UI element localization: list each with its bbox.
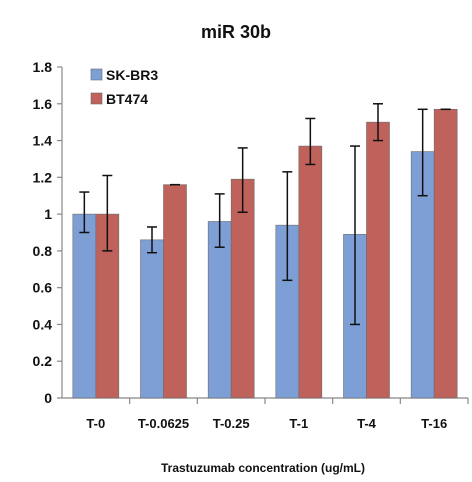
y-tick-label: 0.8 bbox=[33, 243, 53, 259]
legend-swatch-bt474 bbox=[90, 92, 103, 105]
y-tick-label: 0.6 bbox=[33, 280, 53, 296]
y-tick-label: 0.2 bbox=[33, 353, 53, 369]
bar-sk-br3-t-0-0625 bbox=[140, 239, 164, 399]
x-tick-label: T-0 bbox=[86, 416, 105, 431]
bars-group bbox=[72, 108, 458, 399]
legend: SK-BR3 BT474 bbox=[90, 67, 158, 107]
bar-bt474-t-1 bbox=[298, 145, 323, 399]
y-tick-label: 0 bbox=[44, 390, 52, 406]
y-tick-label: 1.6 bbox=[33, 96, 53, 112]
bar-sk-br3-t-0 bbox=[72, 213, 97, 399]
bar-bt474-t-0-0625 bbox=[163, 184, 187, 399]
legend-label-bt474: BT474 bbox=[106, 91, 148, 107]
bar-bt474-t-4 bbox=[366, 121, 390, 399]
x-axis: T-0 T-0.0625 T-0.25 T-1 T-4 T-16 bbox=[62, 397, 469, 431]
x-tick-label: T-16 bbox=[421, 416, 447, 431]
y-tick-label: 1 bbox=[44, 206, 52, 222]
y-tick-label: 1.4 bbox=[33, 133, 53, 149]
x-tick-label: T-0.0625 bbox=[138, 416, 189, 431]
error-bars-group bbox=[79, 103, 451, 326]
y-axis: 0 0.2 0.4 0.6 0.8 1 1.2 1.4 1.6 1.8 bbox=[33, 59, 63, 406]
x-axis-title: Trastuzumab concentration (ug/mL) bbox=[161, 461, 365, 475]
y-tick-label: 1.2 bbox=[33, 169, 53, 185]
y-tick-label: 0.4 bbox=[33, 316, 53, 332]
chart-title: miR 30b bbox=[201, 22, 271, 42]
x-tick-label: T-4 bbox=[357, 416, 377, 431]
x-tick-label: T-1 bbox=[289, 416, 308, 431]
legend-label-sk-br3: SK-BR3 bbox=[106, 67, 158, 83]
bar-bt474-t-16 bbox=[433, 108, 458, 399]
y-tick-label: 1.8 bbox=[33, 59, 53, 75]
legend-swatch-sk-br3 bbox=[90, 68, 103, 81]
x-tick-label: T-0.25 bbox=[213, 416, 250, 431]
